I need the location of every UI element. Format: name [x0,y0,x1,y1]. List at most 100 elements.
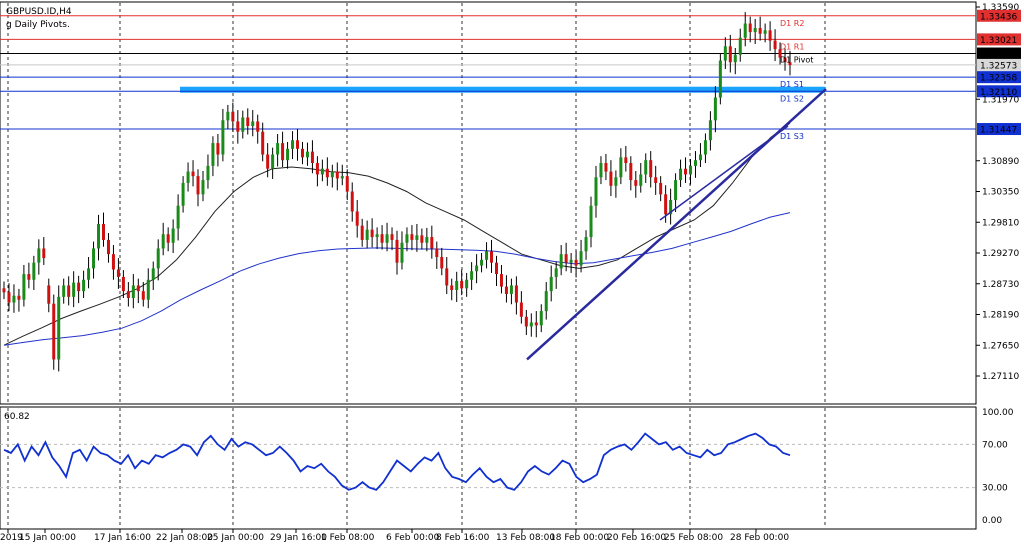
candle-body-78 [390,234,394,240]
candle-body-10 [52,303,56,360]
pivot-price-label-1: 1.33021 [980,36,1017,46]
candle-body-58 [291,140,295,149]
candle-body-131 [654,177,658,183]
candle-body-94 [470,271,474,280]
candle-body-100 [499,274,503,287]
candle-body-39 [196,176,200,195]
candle-body-145 [723,46,727,61]
candle-body-90 [450,285,454,291]
candle-body-99 [494,262,498,275]
candle-body-84 [420,235,424,243]
candle-body-80 [400,242,404,263]
oscillator-tick-label-3: 0.00 [982,516,1002,526]
time-tick-label-1: 15 Jan 00:00 [19,533,76,543]
candle-body-148 [738,37,742,55]
candle-body-22 [111,254,115,270]
candle-body-27 [136,285,140,292]
candle-body-4 [22,274,26,300]
candle-body-82 [410,234,414,240]
candle-body-17 [87,268,91,280]
candle-body-119 [594,177,598,206]
candle-body-134 [669,200,673,215]
candle-body-103 [514,285,518,303]
pivot-price-label-4: 1.32110 [980,88,1017,98]
candle-body-153 [763,30,767,34]
oscillator-tick-label-2: 30.00 [982,484,1008,494]
candle-body-123 [614,177,618,186]
candle-body-47 [236,121,240,132]
oscillator-line [3,432,791,491]
candle-body-130 [649,160,653,178]
candle-body-86 [430,237,434,249]
candle-body-91 [455,280,459,291]
price-tick-label-7: 1.30890 [982,157,1019,167]
oscillator: 100.00 70.00 30.00 0.00 [0,408,1014,526]
time-tick-label-5: 29 Jan 16:00 [270,533,327,543]
vertical-gridlines [7,3,826,528]
candle-body-56 [281,143,285,161]
time-tick-label-4: 25 Jan 00:00 [207,533,264,543]
candle-body-19 [97,223,101,249]
candle-body-48 [241,117,245,132]
candle-body-74 [370,229,374,238]
candle-body-108 [539,311,543,326]
candle-body-51 [256,121,260,132]
candle-body-116 [579,251,583,266]
oscillator-tick-label-1: 70.00 [982,440,1008,450]
candle-body-6 [32,262,36,280]
candle-body-107 [534,322,538,326]
pivot-price-box-1 [977,33,1021,46]
candle-body-79 [395,239,399,263]
candle-body-9 [47,285,51,304]
candle-body-16 [82,279,86,292]
pivot-price-box-0 [977,9,1021,22]
candle-body-54 [271,154,275,169]
pivot-lines [0,15,976,130]
pivot-name-3: D1 S1 [780,80,804,89]
oscillator-panel-frame [0,406,977,530]
pivot-price-label-2: 1.32773 [980,50,1017,60]
time-tick-label-6: 1 Feb 08:00 [321,533,375,543]
candle-body-142 [708,120,712,141]
candle-body-139 [693,160,697,166]
candle-body-156 [778,49,782,58]
candle-body-43 [216,143,220,155]
price-tick-label-10: 1.29270 [982,249,1019,259]
pivot-name-0: D1 R2 [780,19,804,28]
pivot-price-box-4 [977,85,1021,98]
candle-body-158 [788,62,792,66]
candle-body-102 [509,285,513,294]
candle-body-129 [644,160,648,175]
candle-body-59 [296,140,300,149]
time-tick-label-9: 13 Feb 08:00 [496,533,555,543]
candle-body-49 [246,117,250,127]
moving-average-fast [3,122,791,346]
candle-body-96 [480,259,484,266]
current-price-label: 1.32573 [980,61,1017,71]
candle-body-69 [345,176,349,192]
candle-body-125 [624,157,628,164]
candle-body-122 [609,171,613,186]
candle-body-152 [758,28,762,34]
candle-body-14 [72,282,76,297]
candle-body-61 [305,151,309,158]
candle-body-105 [524,316,528,327]
candle-body-68 [340,176,344,179]
candle-body-115 [574,259,578,266]
candle-body-28 [141,291,145,300]
candle-body-114 [569,259,573,263]
pivot-price-label-0: 1.33436 [980,12,1017,22]
candle-body-41 [206,165,210,181]
candle-body-147 [733,54,737,63]
candle-body-50 [251,121,255,127]
candle-body-0 [2,288,6,293]
candle-body-30 [151,268,155,280]
price-tick-label-11: 1.28730 [982,280,1019,290]
time-tick-label-10: 18 Feb 00:00 [550,533,609,543]
candle-body-151 [753,28,757,33]
candle-body-111 [554,268,558,277]
candle-body-138 [689,165,693,175]
price-panel-frame [0,1,977,405]
candle-body-109 [544,291,548,312]
candle-body-97 [485,251,489,260]
